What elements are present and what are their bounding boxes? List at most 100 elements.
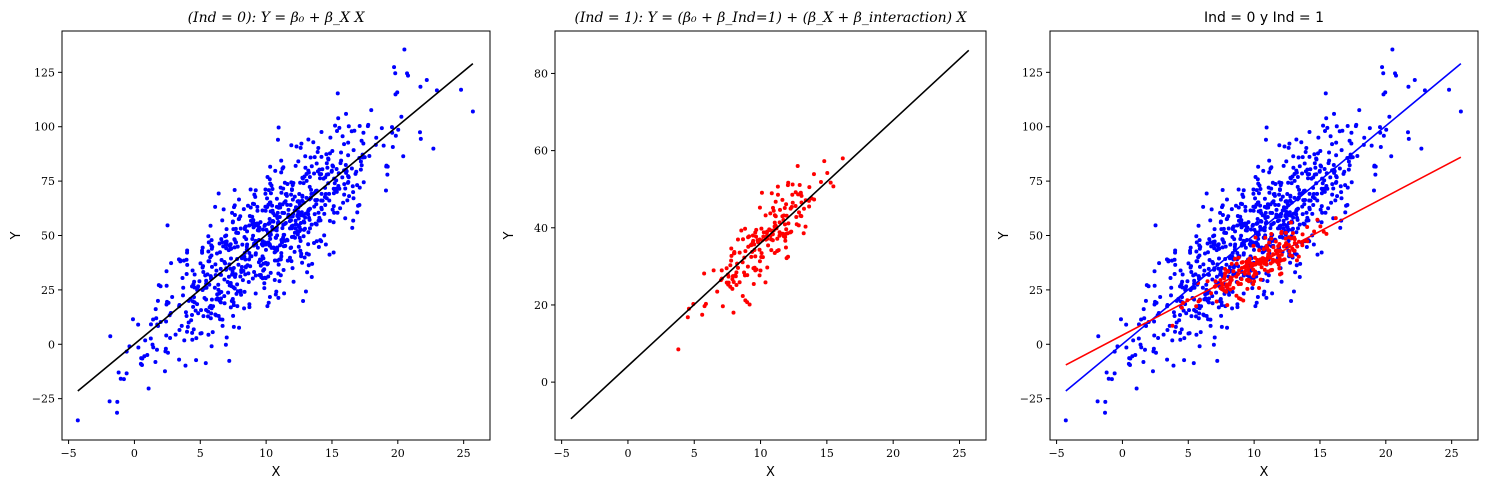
- data-point: [1325, 186, 1330, 191]
- data-point: [357, 203, 362, 208]
- data-point: [1328, 175, 1333, 180]
- x-axis-label: X: [1260, 465, 1269, 480]
- x-tick-label: 25: [952, 447, 966, 460]
- data-point: [170, 294, 175, 299]
- data-point: [1269, 236, 1274, 241]
- data-point: [1255, 177, 1260, 182]
- data-point: [424, 77, 429, 82]
- data-point: [1271, 245, 1276, 250]
- data-point: [263, 208, 268, 213]
- data-point: [1307, 207, 1312, 212]
- data-point: [203, 361, 208, 366]
- data-point: [1225, 285, 1230, 290]
- data-point: [143, 338, 148, 343]
- data-point: [1263, 210, 1268, 215]
- data-point: [315, 198, 320, 203]
- data-point: [1106, 376, 1111, 381]
- data-point: [1218, 210, 1223, 215]
- data-point: [191, 304, 196, 309]
- data-point: [1208, 323, 1213, 328]
- data-point: [1258, 277, 1263, 282]
- data-point: [1172, 313, 1177, 318]
- data-point: [1369, 143, 1374, 148]
- data-point: [177, 357, 182, 362]
- data-point: [232, 245, 237, 250]
- data-point: [1303, 198, 1308, 203]
- data-point: [268, 164, 273, 169]
- data-point: [1268, 268, 1273, 273]
- data-point: [236, 197, 241, 202]
- data-point: [730, 274, 735, 279]
- data-point: [1279, 231, 1284, 236]
- data-point: [253, 291, 258, 296]
- data-point: [1339, 196, 1344, 201]
- data-point: [825, 170, 830, 175]
- data-point: [1324, 116, 1329, 121]
- data-point: [765, 265, 770, 270]
- data-point: [1257, 248, 1262, 253]
- data-point: [300, 193, 305, 198]
- data-point: [260, 254, 265, 259]
- data-point: [343, 163, 348, 168]
- data-point: [247, 257, 252, 262]
- data-point: [1191, 361, 1196, 366]
- data-point: [1295, 226, 1300, 231]
- data-point: [1224, 262, 1229, 267]
- data-point: [1246, 277, 1251, 282]
- data-point: [1286, 180, 1291, 185]
- data-point: [216, 287, 221, 292]
- data-point: [238, 226, 243, 231]
- data-point: [1277, 224, 1282, 229]
- data-point: [729, 246, 734, 251]
- data-point: [784, 227, 789, 232]
- data-point: [775, 249, 780, 254]
- data-point: [201, 314, 206, 319]
- data-point: [1251, 191, 1256, 196]
- data-point: [1169, 293, 1173, 298]
- data-point: [1251, 208, 1256, 213]
- data-point: [519, 73, 523, 77]
- y-axis-label: Y: [9, 231, 24, 240]
- data-point: [342, 192, 347, 197]
- data-point: [303, 154, 308, 159]
- data-point: [1253, 304, 1258, 309]
- data-point: [745, 300, 750, 305]
- data-point: [1223, 271, 1228, 276]
- data-point: [265, 196, 270, 201]
- data-point: [1235, 305, 1240, 310]
- data-point: [828, 180, 833, 185]
- data-point: [769, 237, 774, 242]
- data-point: [222, 260, 227, 265]
- data-point: [1220, 188, 1225, 193]
- data-point: [1063, 418, 1068, 423]
- data-point: [1219, 266, 1224, 271]
- data-point: [164, 319, 169, 324]
- data-point: [1136, 336, 1141, 341]
- data-point: [324, 152, 329, 157]
- data-point: [354, 169, 359, 174]
- data-point: [1316, 135, 1321, 140]
- data-point: [374, 135, 379, 140]
- data-point: [1256, 191, 1261, 196]
- data-point: [1204, 282, 1209, 287]
- data-point: [219, 237, 224, 242]
- data-point: [1330, 182, 1335, 187]
- data-point: [275, 210, 280, 215]
- data-point: [782, 222, 787, 227]
- data-point: [1139, 345, 1144, 350]
- data-point: [1239, 265, 1244, 270]
- data-point: [1255, 242, 1260, 247]
- data-point: [209, 238, 214, 243]
- data-point: [266, 188, 271, 193]
- data-point: [153, 307, 158, 312]
- data-point: [1389, 154, 1394, 159]
- data-point: [803, 224, 808, 229]
- data-point: [138, 361, 143, 366]
- data-point: [162, 369, 167, 374]
- data-point: [754, 234, 759, 239]
- data-point: [296, 159, 301, 164]
- y-tick-label: −25: [32, 393, 55, 406]
- data-point: [303, 215, 308, 220]
- data-point: [289, 187, 294, 192]
- data-point: [753, 254, 758, 259]
